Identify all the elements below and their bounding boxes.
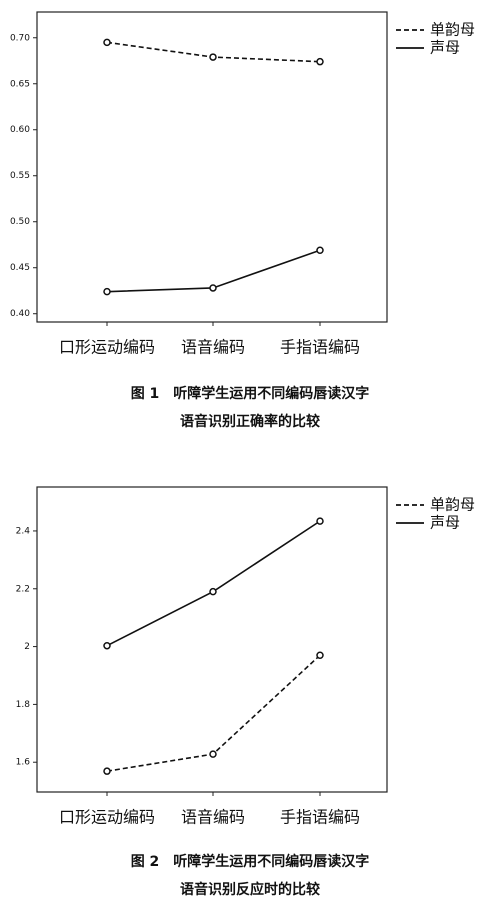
caption: 语音识别正确率的比较 <box>180 413 320 430</box>
x-tick-label: 语音编码 <box>181 338 245 357</box>
y-tick-label: 0.55 <box>10 171 30 181</box>
x-tick-label: 语音编码 <box>181 808 245 827</box>
y-tick-label: 2.2 <box>16 584 30 594</box>
y-tick-label: 2.4 <box>16 526 31 536</box>
x-tick-label: 手指语编码 <box>280 338 360 357</box>
point <box>209 284 217 292</box>
legend-label: 单韵母 <box>430 21 475 39</box>
x-tick-label: 口形运动编码 <box>59 808 155 827</box>
caption: 语音识别反应时的比较 <box>180 881 320 898</box>
y-tick-label: 0.70 <box>10 33 30 43</box>
point <box>209 587 217 596</box>
x-tick-label: 口形运动编码 <box>59 338 155 357</box>
series-line <box>106 520 321 647</box>
plot-frame <box>36 486 388 793</box>
y-tick-label: 1.6 <box>16 758 31 768</box>
plot-frame <box>36 11 388 323</box>
point <box>103 287 111 296</box>
y-tick-label: 1.8 <box>16 700 31 710</box>
y-tick-label: 0.65 <box>10 79 30 89</box>
legend-label: 单韵母 <box>430 496 475 514</box>
point <box>316 246 324 254</box>
point <box>316 651 324 660</box>
legend-label: 声母 <box>430 39 460 57</box>
point <box>103 641 111 650</box>
legend-label: 声母 <box>430 514 460 532</box>
y-tick-label: 0.50 <box>10 217 30 227</box>
point <box>209 750 217 758</box>
caption: 图 2 听障学生运用不同编码唇读汉字 <box>131 853 370 870</box>
caption: 图 1 听障学生运用不同编码唇读汉字 <box>131 385 370 402</box>
y-tick-label: 0.60 <box>10 125 30 135</box>
point <box>316 57 324 66</box>
y-tick-label: 0.45 <box>10 263 30 273</box>
y-tick-label: 0.40 <box>10 309 30 319</box>
x-tick-label: 手指语编码 <box>280 808 360 827</box>
point <box>103 767 111 775</box>
point <box>316 517 324 525</box>
point <box>209 53 217 61</box>
point <box>103 38 111 47</box>
y-tick-label: 2 <box>24 642 30 652</box>
